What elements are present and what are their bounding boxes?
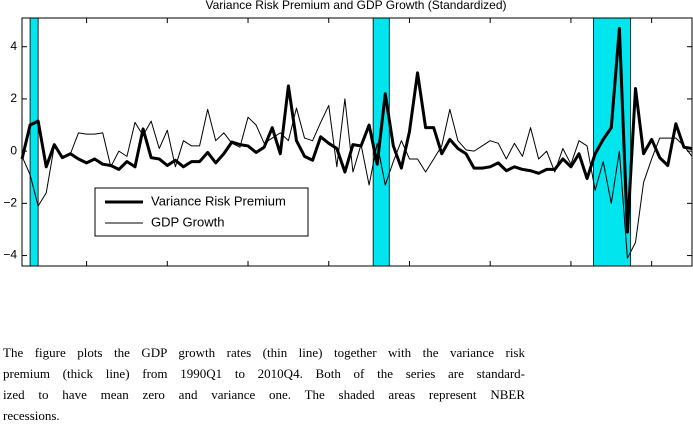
legend-label: GDP Growth <box>151 214 224 229</box>
y-tick-label: −2 <box>3 196 17 210</box>
x-tick-label: Q3−92 <box>68 273 105 275</box>
chart-title: Variance Risk Premium and GDP Growth (St… <box>205 0 506 12</box>
y-tick-label: −4 <box>3 248 17 262</box>
caption-line: The figure plots the GDP growth rates (t… <box>3 345 525 360</box>
x-tick-label: Q3−07 <box>553 273 590 275</box>
chart: Variance Risk Premium and GDP Growth (St… <box>3 0 693 275</box>
caption-line: ized to have mean zero and variance one.… <box>3 387 525 402</box>
caption-line: premium (thick line) from 1990Q1 to 2010… <box>3 366 525 381</box>
series-line <box>21 98 693 259</box>
x-tick-label: Q3−02 <box>391 273 428 275</box>
legend-box <box>94 187 309 237</box>
x-tick-label: Q3−97 <box>230 273 267 275</box>
x-tick-label: Q1−10 <box>633 273 670 275</box>
plot-frame <box>21 17 693 267</box>
legend-label: Variance Risk Premium <box>151 193 286 208</box>
y-tick-label: 4 <box>10 39 17 53</box>
caption-line: recessions. <box>3 408 60 423</box>
y-tick-label: 0 <box>10 143 17 157</box>
series-line <box>20 26 693 234</box>
x-tick-label: Q1−00 <box>311 273 348 275</box>
caption: The figure plots the GDP growth rates (t… <box>3 342 525 426</box>
recession-band <box>29 17 39 267</box>
x-tick-label: Q1−95 <box>149 273 186 275</box>
y-tick-label: 2 <box>10 91 17 105</box>
x-tick-label: Q1−05 <box>472 273 509 275</box>
